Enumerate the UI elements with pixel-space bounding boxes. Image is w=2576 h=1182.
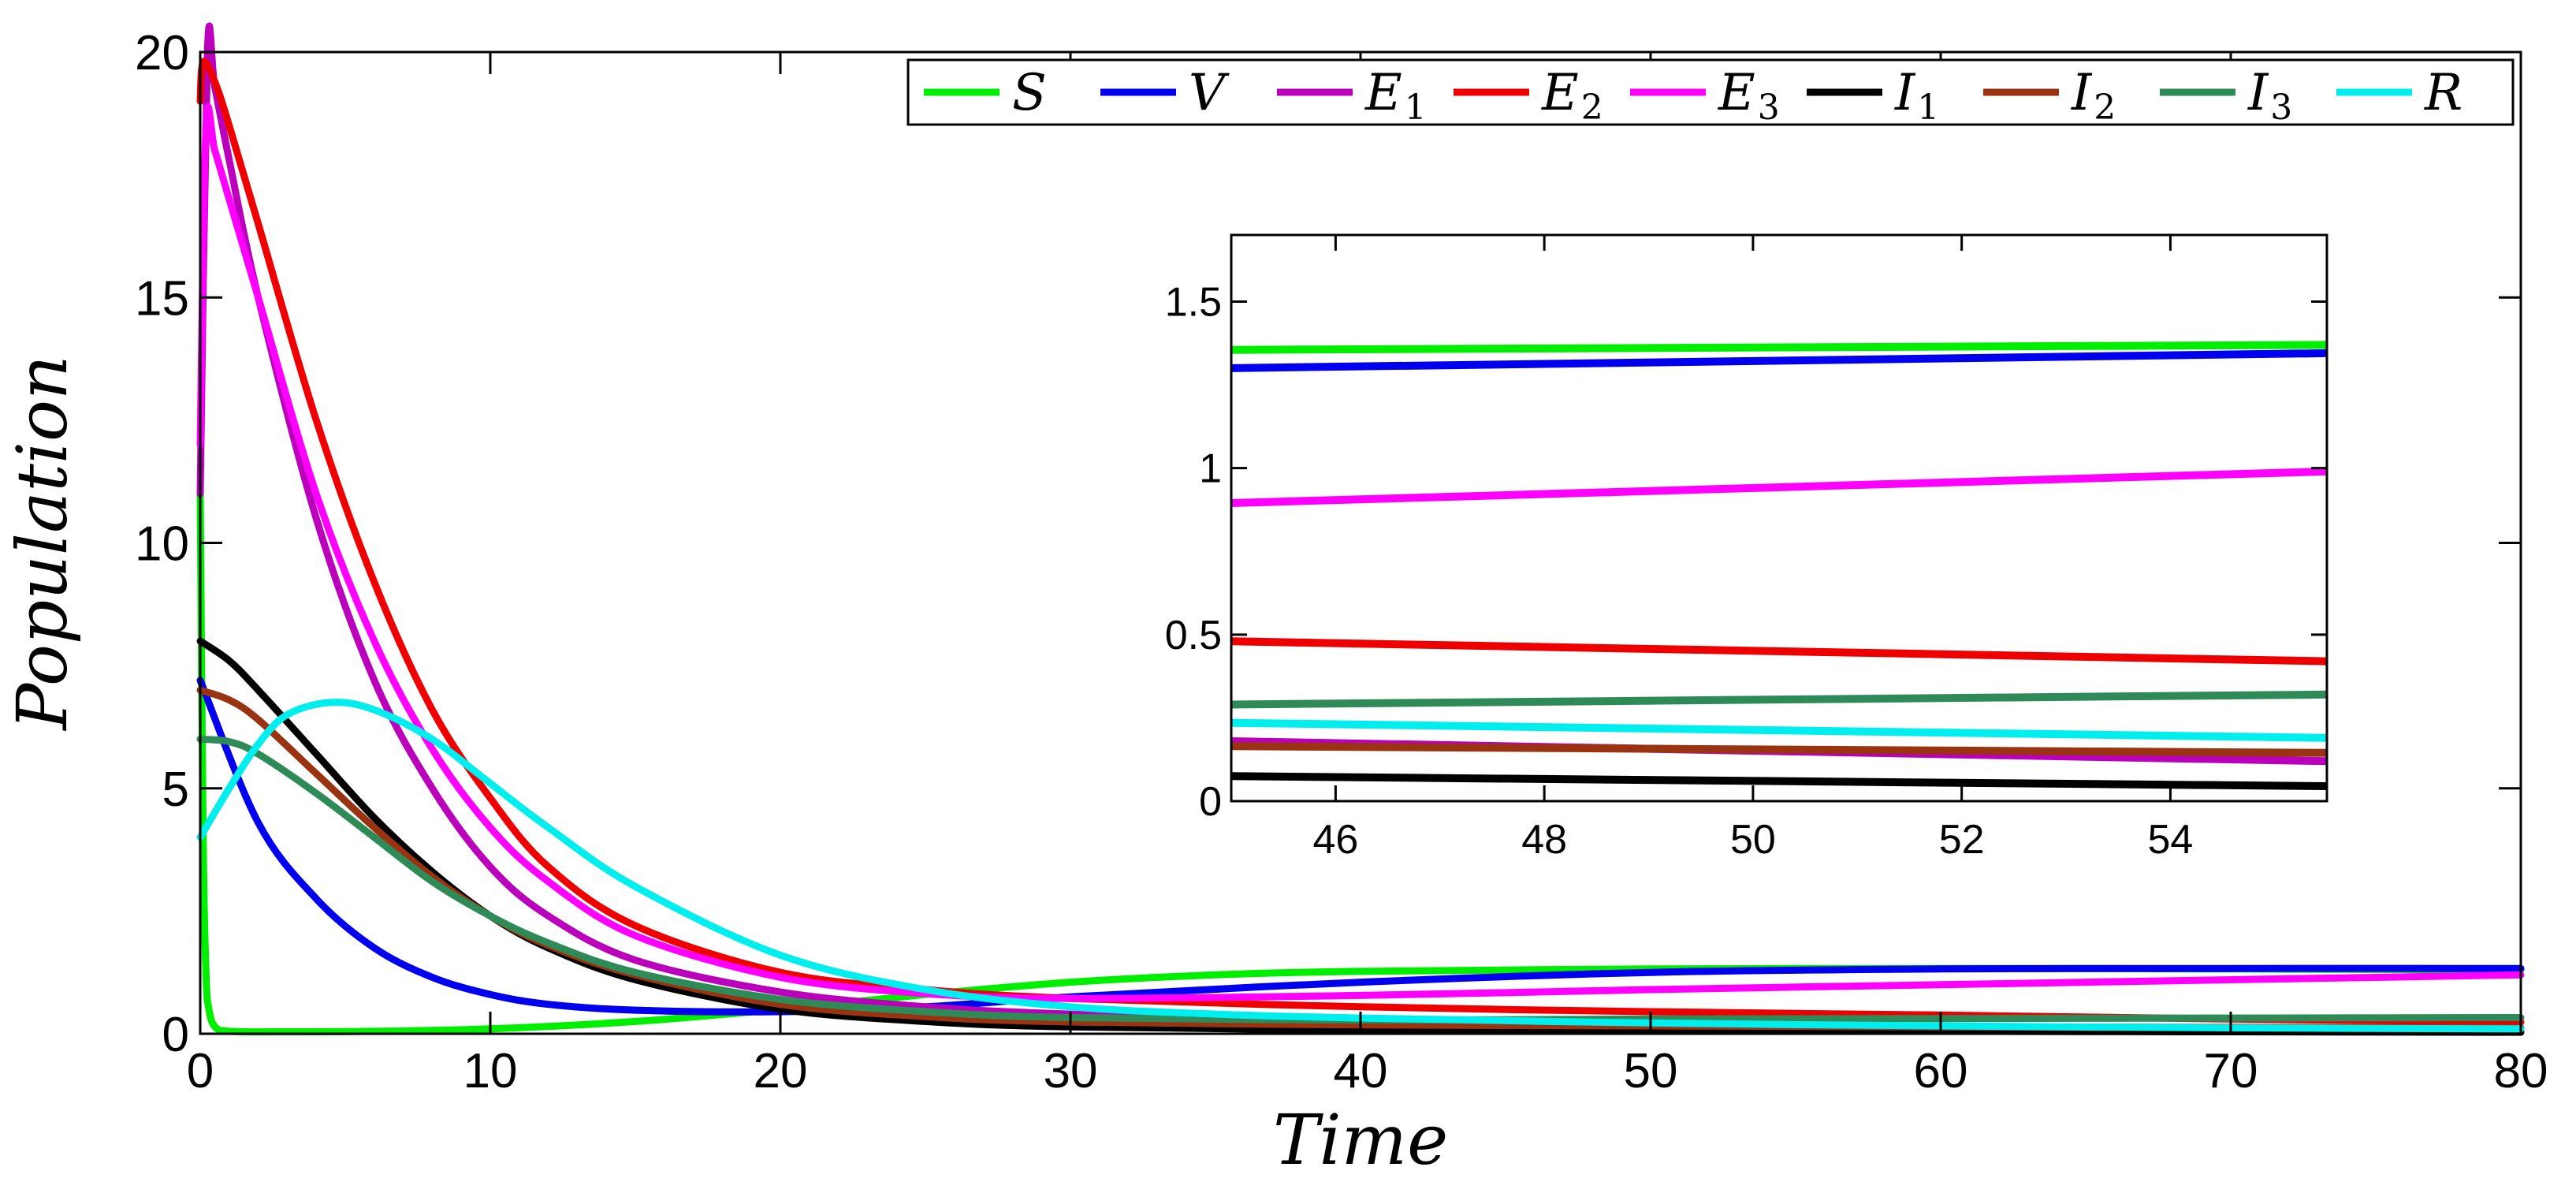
inset-x-tick-label: 48 (1521, 817, 1567, 863)
x-tick-label: 40 (1334, 1044, 1388, 1098)
main-plot-lines (196, 22, 2525, 1036)
x-axis-title: Time (1273, 1099, 1448, 1180)
legend-label: I2 (2071, 64, 2116, 128)
inset-axis-ticks: 46 48 50 52 54 0 0.5 1 1.5 (1165, 235, 2327, 863)
legend-label: E2 (1541, 64, 1603, 128)
x-tick-label: 50 (1624, 1044, 1678, 1098)
inset-x-tick-label: 54 (2148, 817, 2194, 863)
legend-item-e2: E2 (1454, 64, 1603, 128)
y-tick-label: 0 (162, 1008, 189, 1062)
legend-item-e1: E1 (1277, 64, 1427, 128)
inset-series-line-i2 (1230, 742, 2328, 757)
inset-y-tick-label: 0 (1199, 779, 1222, 825)
x-tick-label: 30 (1044, 1044, 1098, 1098)
y-tick-label: 20 (135, 26, 189, 80)
inset-series-line-e3 (1230, 467, 2328, 507)
series-line-i1 (196, 637, 2525, 1036)
inset-x-tick-label: 46 (1312, 817, 1358, 863)
legend-label: S (1012, 64, 1047, 122)
inset-series-line-r (1230, 718, 2328, 742)
x-tick-label: 10 (463, 1044, 518, 1098)
inset-y-tick-label: 0.5 (1165, 613, 1222, 658)
legend: S V E1 E2 E3 I1 I2 I3 R (906, 58, 2515, 128)
series-line-e3 (196, 103, 2525, 1002)
inset-series-line-s (1230, 341, 2328, 354)
inset-series-line-e2 (1230, 637, 2328, 666)
legend-label: I1 (1894, 64, 1939, 128)
inset-series-line-v (1230, 349, 2328, 372)
inset-plot: 46 48 50 52 54 0 0.5 1 1.5 (1165, 233, 2328, 863)
y-tick-label: 5 (162, 763, 189, 817)
y-tick-label: 10 (135, 517, 189, 572)
y-tick-label: 15 (135, 271, 189, 326)
x-tick-label: 0 (187, 1044, 214, 1098)
inset-series-line-i1 (1230, 772, 2328, 790)
x-tick-label: 80 (2494, 1044, 2548, 1098)
series-line-r (196, 699, 2525, 1033)
x-tick-label: 60 (1914, 1044, 1968, 1098)
legend-label: E1 (1364, 64, 1427, 128)
legend-item-i1: I1 (1807, 64, 1939, 128)
legend-label: V (1189, 64, 1230, 122)
inset-x-tick-label: 52 (1939, 817, 1985, 863)
series-line-i3 (196, 736, 2525, 1024)
legend-label: I3 (2247, 64, 2292, 128)
legend-item-v: V (1100, 64, 1230, 122)
inset-series-line-i3 (1230, 690, 2328, 709)
legend-label: E3 (1718, 64, 1780, 128)
legend-item-i3: I3 (2160, 64, 2292, 128)
inset-plot-lines (1230, 341, 2328, 790)
inset-x-tick-label: 50 (1730, 817, 1776, 863)
legend-label: R (2424, 64, 2462, 122)
x-tick-label: 70 (2204, 1044, 2258, 1098)
legend-item-i2: I2 (1983, 64, 2116, 128)
y-axis-title: Population (2, 355, 83, 731)
legend-item-e3: E3 (1630, 64, 1780, 128)
series-line-e2 (196, 58, 2525, 1026)
inset-y-tick-label: 1 (1199, 446, 1222, 492)
inset-plot-frame (1230, 233, 2328, 803)
inset-y-tick-label: 1.5 (1165, 279, 1222, 325)
x-tick-label: 20 (754, 1044, 808, 1098)
legend-item-r: R (2336, 64, 2462, 122)
inset-plot-background (1231, 235, 2327, 801)
legend-item-s: S (924, 64, 1047, 122)
